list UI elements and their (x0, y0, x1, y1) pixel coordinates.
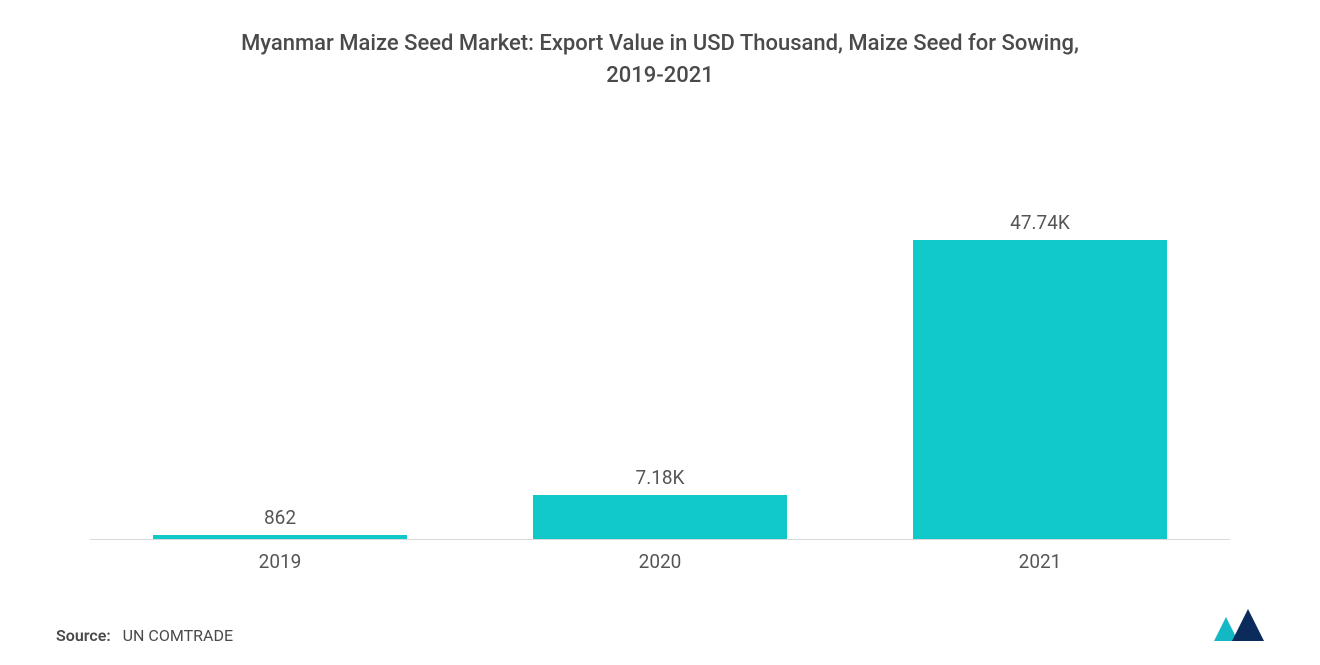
brand-logo (1214, 609, 1270, 641)
bar-value-label: 862 (264, 506, 296, 529)
x-axis-label: 2021 (850, 550, 1230, 573)
bar-value-label: 47.74K (1010, 211, 1070, 234)
chart-title-line2: 2019-2021 (606, 63, 714, 88)
chart-container: Myanmar Maize Seed Market: Export Value … (0, 0, 1320, 665)
source-value: UN COMTRADE (123, 626, 233, 645)
x-axis-label: 2019 (90, 550, 470, 573)
x-axis-labels: 2019 2020 2021 (90, 540, 1230, 580)
bars-group: 862 7.18K 47.74K (90, 112, 1230, 540)
bar-slot-1: 7.18K (470, 112, 850, 540)
bar-rect (913, 240, 1168, 540)
source-row: Source: UN COMTRADE (56, 626, 1270, 645)
plot-area: 862 7.18K 47.74K 2019 2020 2021 (90, 112, 1230, 580)
source-label: Source: (56, 626, 111, 645)
x-axis-label: 2020 (470, 550, 850, 573)
bar-slot-2: 47.74K (850, 112, 1230, 540)
chart-title-line1: Myanmar Maize Seed Market: Export Value … (241, 31, 1079, 56)
bar-value-label: 7.18K (636, 466, 685, 489)
bar-slot-0: 862 (90, 112, 470, 540)
logo-icon (1214, 609, 1270, 641)
bar-rect (533, 495, 788, 540)
chart-title: Myanmar Maize Seed Market: Export Value … (50, 28, 1270, 92)
